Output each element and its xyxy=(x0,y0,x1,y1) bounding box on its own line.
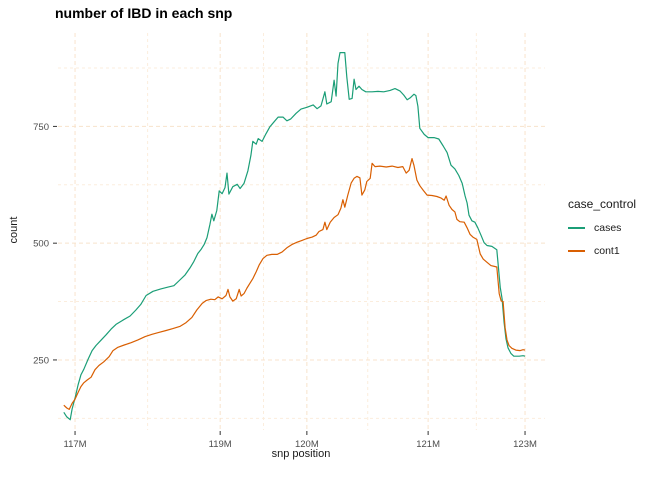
series-line-cases xyxy=(63,51,526,421)
chart-title: number of IBD in each snp xyxy=(55,5,233,21)
cont1-line-swatch xyxy=(568,250,585,252)
x-tick-label: 120M xyxy=(295,439,319,450)
legend-item-cont1: cont1 xyxy=(568,245,636,257)
legend: case_control cases cont1 xyxy=(568,197,636,268)
legend-title: case_control xyxy=(568,197,637,211)
x-tick-label: 117M xyxy=(64,439,87,450)
y-tick-label: 750 xyxy=(33,122,49,133)
y-tick-label: 250 xyxy=(33,355,49,366)
legend-item-cases: cases xyxy=(568,222,636,234)
x-axis-title: snp position xyxy=(271,448,331,460)
x-tick-label: 123M xyxy=(513,439,537,450)
x-tick-label: 121M xyxy=(416,439,440,450)
cases-line-swatch xyxy=(568,227,585,229)
legend-label-cont1: cont1 xyxy=(594,245,620,257)
y-tick-label: 500 xyxy=(33,239,49,250)
y-axis-title: count xyxy=(8,216,20,244)
legend-label-cases: cases xyxy=(594,222,622,234)
series-line-cont1 xyxy=(63,158,526,410)
x-tick-label: 119M xyxy=(209,439,232,450)
